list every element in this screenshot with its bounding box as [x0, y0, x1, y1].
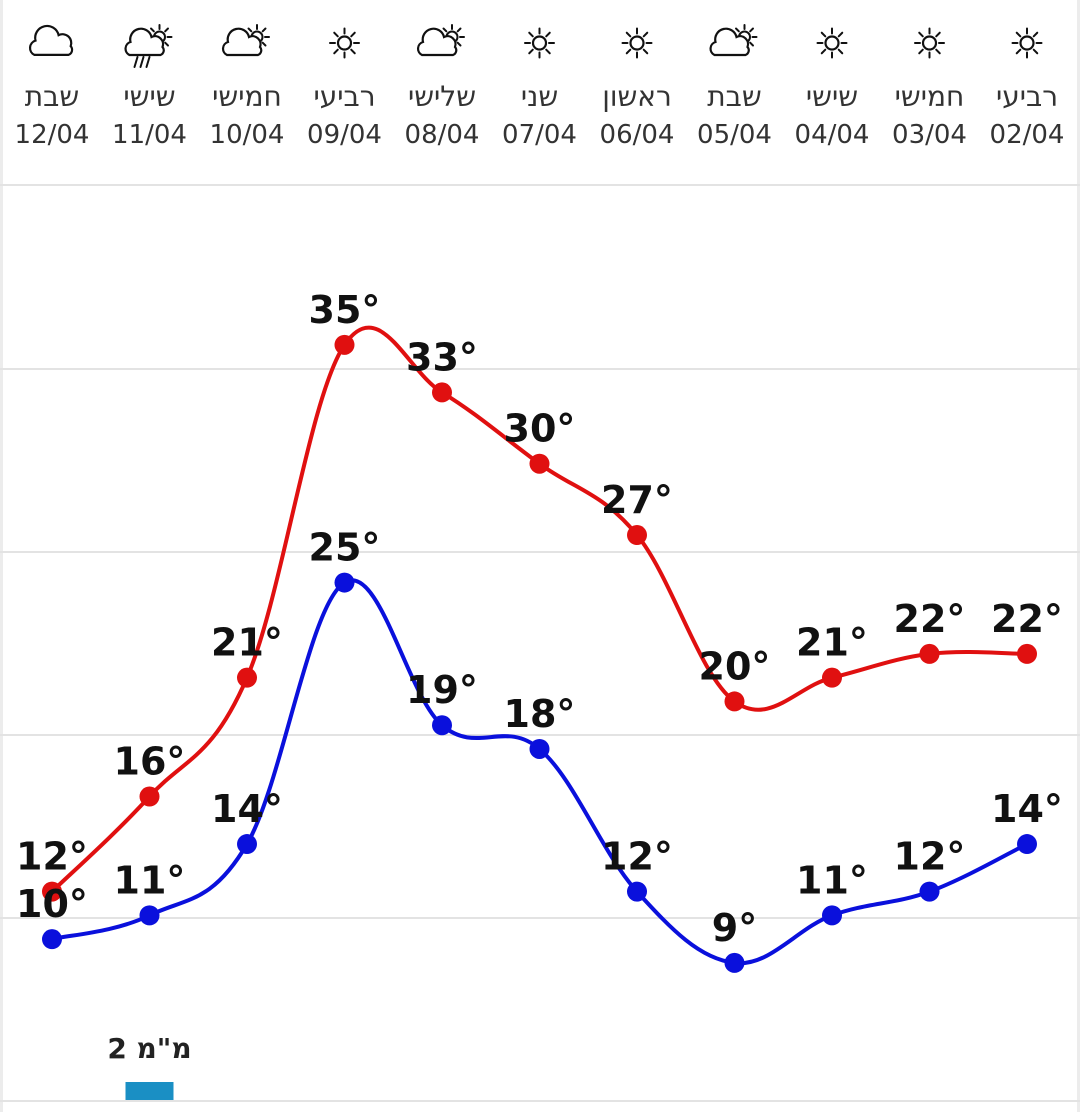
data-point-min	[822, 905, 842, 926]
data-point-min	[42, 929, 62, 950]
day-date: 03/04	[892, 120, 967, 150]
data-label-min: 9°	[712, 906, 757, 950]
day-date: 08/04	[405, 120, 480, 150]
day-name: שישי	[806, 80, 858, 113]
sun-icon	[816, 27, 848, 59]
day-name: שלישי	[408, 80, 476, 113]
day-date: 04/04	[795, 120, 870, 150]
day-name: חמישי	[212, 80, 282, 113]
data-point-min	[139, 905, 160, 926]
day-date: 12/04	[15, 120, 90, 150]
data-point-max	[42, 881, 62, 902]
precipitation: 2 מ"מ	[107, 1032, 192, 1100]
day-date: 10/04	[210, 120, 285, 150]
data-point-min	[1017, 834, 1037, 855]
data-point-max	[529, 453, 550, 474]
day-date: 05/04	[697, 120, 772, 150]
day-name: חמישי	[895, 80, 965, 113]
day-date: 11/04	[112, 120, 187, 150]
day-name: שבת	[707, 80, 761, 113]
right-border	[1077, 0, 1080, 1112]
series-points	[42, 334, 1037, 973]
data-point-max	[139, 786, 160, 807]
data-point-max	[627, 525, 647, 546]
day-date: 09/04	[307, 120, 382, 150]
data-label-min: 12°	[894, 835, 966, 879]
data-label-max: 35°	[309, 288, 381, 332]
sun-icon	[329, 27, 360, 59]
data-label-min: 14°	[991, 787, 1063, 831]
left-border	[0, 0, 3, 1112]
day-date: 02/04	[990, 120, 1065, 150]
data-label-min: 11°	[796, 858, 868, 902]
data-point-max	[1017, 643, 1037, 664]
data-point-max	[724, 691, 745, 712]
day-date: 07/04	[502, 120, 577, 150]
data-label-max: 21°	[796, 621, 868, 665]
data-point-min	[432, 715, 452, 736]
data-point-min	[724, 952, 745, 973]
day-name: ראשון	[602, 80, 672, 113]
data-label-max: 16°	[114, 740, 186, 784]
day-date: 06/04	[600, 120, 675, 150]
data-label-min: 10°	[16, 882, 88, 926]
day-name: שבת	[25, 80, 79, 113]
day-header: שבת 12/04 שישי 11/04 חמישי 10/04 רביעי 09/04 שלי…	[15, 24, 1065, 150]
partly-cloudy-icon	[709, 24, 758, 57]
day-name: רביעי	[313, 80, 375, 113]
data-label-max: 22°	[991, 597, 1063, 641]
partly-cloudy-icon	[416, 24, 465, 57]
data-label-max: 12°	[16, 835, 88, 879]
sun-icon	[524, 27, 555, 59]
day-name: רביעי	[996, 80, 1058, 113]
data-point-min	[237, 834, 257, 855]
series-line-min	[50, 578, 1029, 966]
partly-cloudy-icon	[221, 24, 270, 57]
data-label-max: 21°	[211, 621, 283, 665]
data-label-max: 22°	[894, 597, 966, 641]
precipitation-label: 2 מ"מ	[107, 1032, 191, 1065]
data-label-min: 14°	[211, 787, 283, 831]
data-label-max: 27°	[601, 478, 673, 522]
data-point-max	[432, 382, 452, 403]
data-point-max	[334, 334, 355, 355]
data-label-min: 11°	[114, 858, 186, 902]
cloud-icon	[28, 24, 74, 56]
data-label-min: 18°	[504, 692, 576, 736]
sun-icon	[914, 27, 945, 59]
rain-sun-cloud-icon	[124, 24, 173, 68]
day-name: שני	[521, 80, 558, 113]
sun-icon	[1011, 27, 1043, 59]
data-label-min: 12°	[601, 835, 673, 879]
data-point-max	[237, 667, 257, 688]
day-name: שישי	[123, 80, 175, 113]
data-label-max: 30°	[504, 407, 576, 451]
sun-icon	[621, 27, 653, 59]
data-label-max: 20°	[699, 644, 771, 688]
data-label-min: 19°	[406, 668, 478, 712]
data-labels: 12° 16° 21° 35° 33° 30° 27° 20° 21° 22° 22° 10° 11° 1…	[16, 288, 1063, 950]
data-point-min	[334, 572, 355, 593]
data-point-max	[822, 667, 842, 688]
data-label-max: 33°	[406, 335, 478, 379]
data-point-min	[627, 881, 647, 902]
data-point-min	[919, 881, 940, 902]
data-point-min	[529, 738, 550, 759]
precipitation-bar	[125, 1082, 174, 1100]
gridlines	[0, 184, 1080, 1102]
data-point-max	[919, 643, 940, 664]
data-label-min: 25°	[309, 526, 381, 570]
